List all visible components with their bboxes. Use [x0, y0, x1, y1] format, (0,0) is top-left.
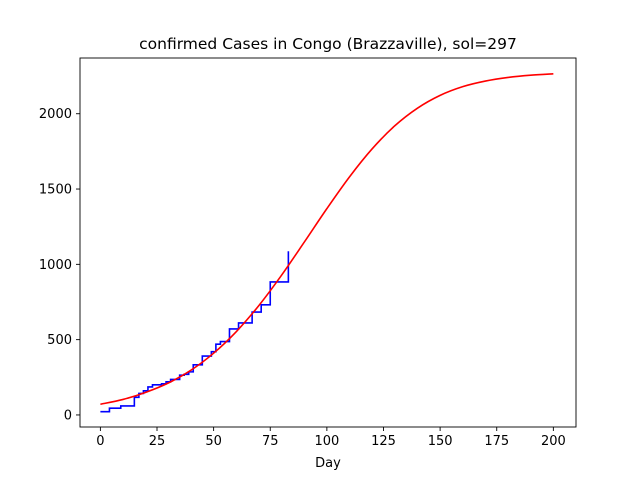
x-axis-label: Day [315, 456, 341, 471]
x-axis: 0 25 50 75 100 125 150 175 200 [96, 427, 566, 449]
x-tick-label: 75 [262, 434, 279, 449]
y-tick-label: 0 [64, 408, 72, 423]
y-axis: 0 500 1000 1500 2000 [39, 107, 80, 423]
x-tick-label: 25 [149, 434, 166, 449]
series-lines [100, 73, 554, 413]
y-tick-label: 1500 [39, 183, 72, 198]
x-tick-label: 150 [428, 434, 453, 449]
y-tick-label: 2000 [39, 107, 72, 122]
x-tick-label: 100 [314, 434, 339, 449]
fitted-curve-line [100, 73, 554, 406]
chart-title: confirmed Cases in Congo (Brazzaville), … [139, 35, 517, 53]
x-tick-label: 200 [541, 434, 566, 449]
confirmed-cases-line [100, 251, 290, 413]
x-tick-label: 125 [371, 434, 396, 449]
x-tick-label: 50 [205, 434, 222, 449]
plot-frame [79, 57, 577, 428]
x-tick-label: 0 [96, 434, 104, 449]
y-tick-label: 500 [47, 333, 72, 348]
y-tick-label: 1000 [39, 258, 72, 273]
x-tick-label: 175 [484, 434, 509, 449]
